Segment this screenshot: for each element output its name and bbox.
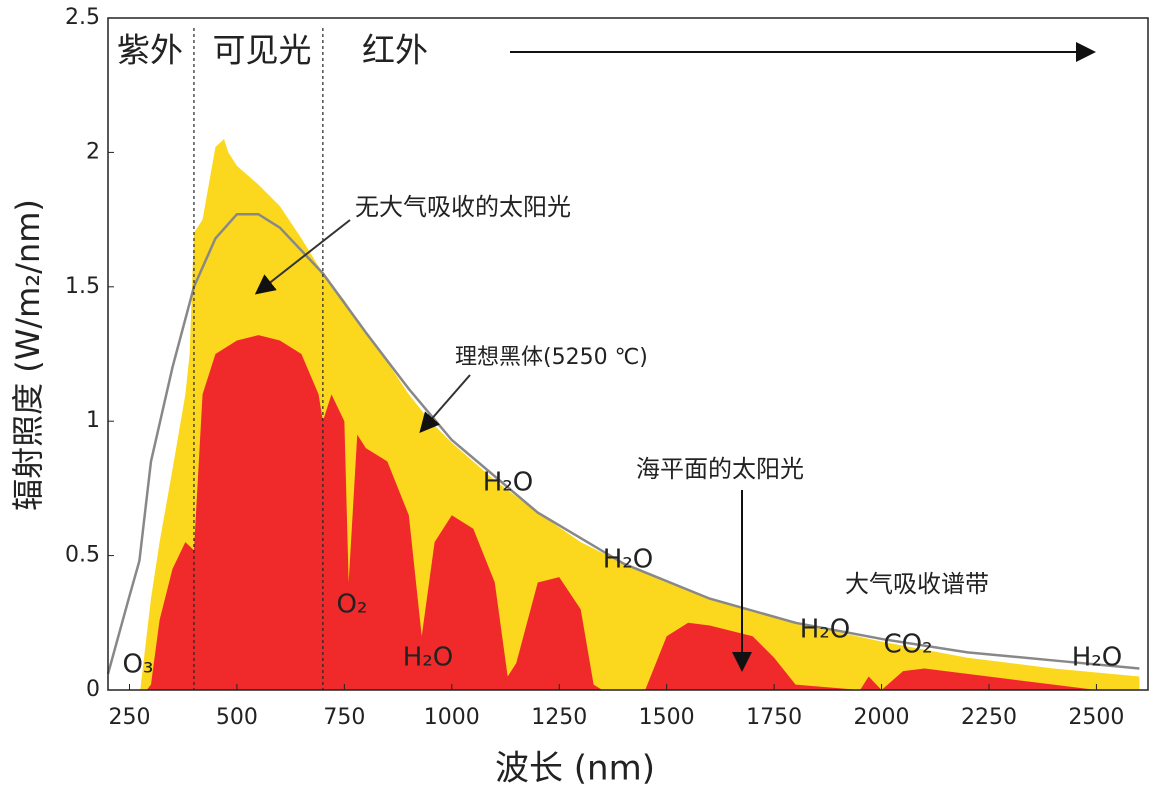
x-tick-label: 250 xyxy=(108,705,150,730)
absorption-label: H₂O xyxy=(483,468,533,498)
absorption-label: H₂O xyxy=(1072,643,1122,673)
x-tick-label: 500 xyxy=(216,705,258,730)
line xyxy=(106,212,1140,675)
x-tick-label: 2250 xyxy=(961,705,1017,730)
y-tick-label: 2.5 xyxy=(65,5,100,30)
absorption-label: 大气吸收谱带 xyxy=(845,570,989,598)
area xyxy=(146,335,1097,690)
region-label: 红外 xyxy=(362,31,428,70)
absorption-label: H₂O xyxy=(603,545,653,575)
absorption-label: O₂ xyxy=(337,590,368,620)
x-tick-label: 2500 xyxy=(1068,705,1124,730)
arrow xyxy=(254,219,351,295)
plot-area xyxy=(106,28,1140,690)
x-axis-title: 波长 (nm) xyxy=(495,749,655,789)
arrow xyxy=(419,374,471,434)
y-tick-label: 0.5 xyxy=(65,543,100,568)
y-axis-title: 辐射照度 (W/m₂/nm) xyxy=(9,199,47,511)
x-tick-label: 750 xyxy=(323,705,365,730)
series-label: 海平面的太阳光 xyxy=(636,455,804,483)
x-tick-label: 1250 xyxy=(531,705,587,730)
series-label: 理想黑体(5250 ℃) xyxy=(455,345,648,370)
absorption-label: H₂O xyxy=(800,615,850,645)
x-tick-label: 2000 xyxy=(854,705,910,730)
y-tick-label: 1.5 xyxy=(65,274,100,299)
x-tick-label: 1500 xyxy=(639,705,695,730)
y-tick-label: 0 xyxy=(86,677,100,702)
plot-frame xyxy=(107,17,1149,691)
region-label: 紫外 xyxy=(117,31,183,70)
region-label: 可见光 xyxy=(213,31,312,70)
x-tick-label: 1750 xyxy=(746,705,802,730)
y-tick-label: 1 xyxy=(86,408,100,433)
absorption-label: CO₂ xyxy=(883,630,932,660)
x-tick-label: 1000 xyxy=(424,705,480,730)
series-label: 无大气吸收的太阳光 xyxy=(355,193,571,221)
y-tick-label: 2 xyxy=(86,139,100,164)
absorption-label: O₃ xyxy=(123,650,154,680)
absorption-label: H₂O xyxy=(403,643,453,673)
